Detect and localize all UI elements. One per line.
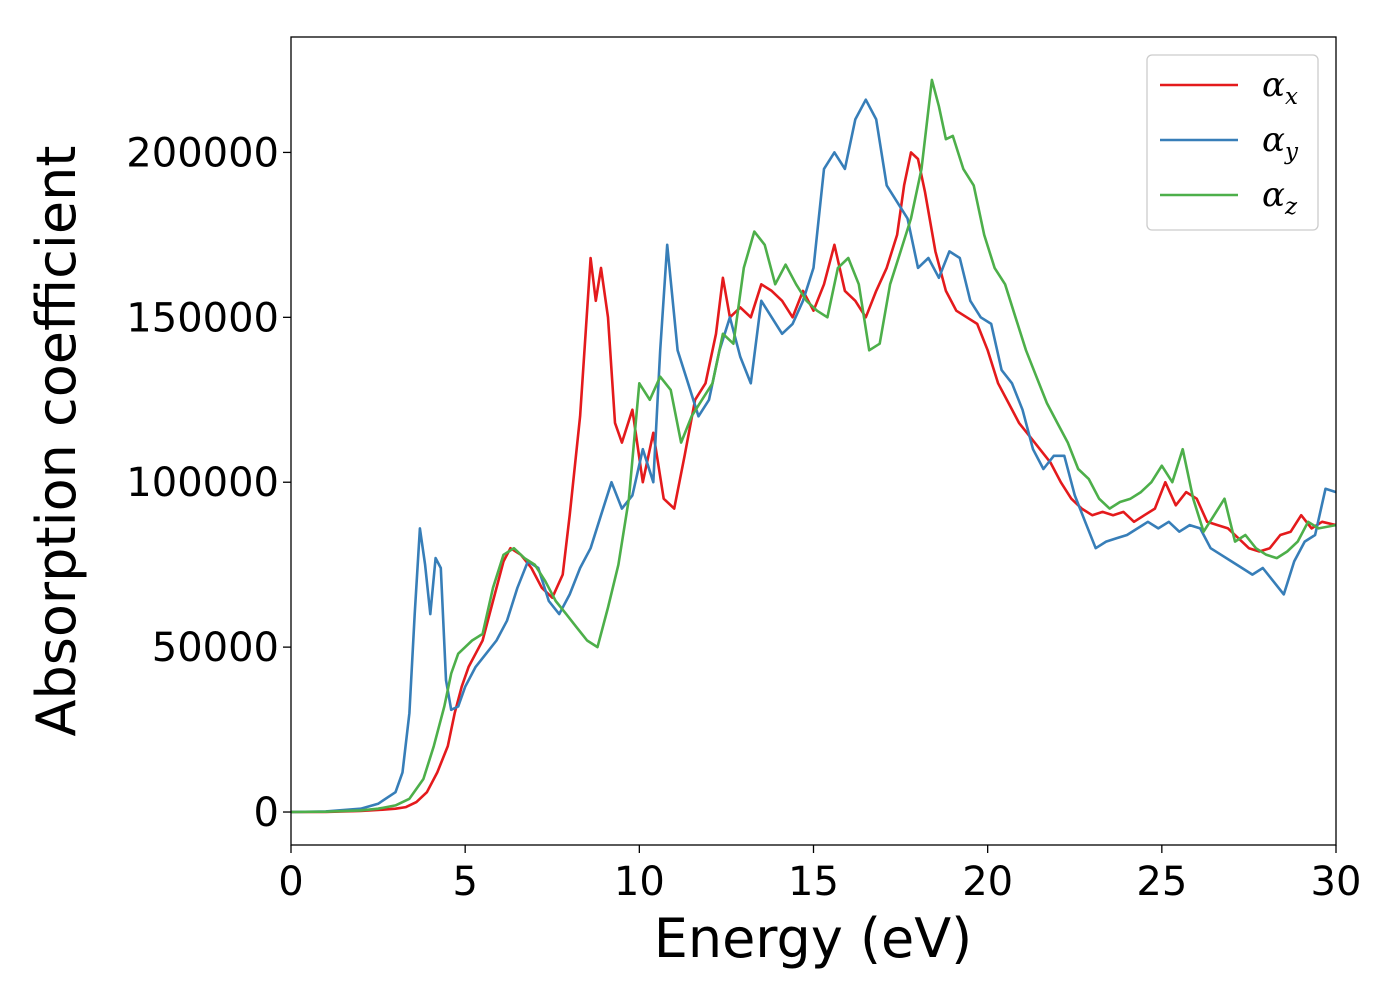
- x-tick-label: 5: [452, 859, 477, 905]
- x-tick-label: 30: [1311, 859, 1362, 905]
- legend: αx αy αz: [1146, 54, 1319, 231]
- x-tick-label: 10: [614, 859, 665, 905]
- x-tick-label: 20: [962, 859, 1013, 905]
- legend-label-z: αz: [1262, 175, 1298, 220]
- y-axis-ticks: 0 50000 100000 150000 200000: [126, 130, 291, 836]
- y-tick-label: 50000: [152, 625, 279, 671]
- legend-label-x: αx: [1262, 65, 1298, 110]
- y-tick-label: 0: [254, 790, 279, 836]
- y-tick-label: 200000: [126, 130, 279, 176]
- y-tick-label: 100000: [126, 460, 279, 506]
- series-layer: [291, 78, 1336, 814]
- x-tick-label: 15: [788, 859, 839, 905]
- legend-box: [1146, 54, 1319, 231]
- legend-label-y: αy: [1262, 120, 1299, 165]
- legend-entries: αx αy αz: [1160, 65, 1299, 220]
- y-tick-label: 150000: [126, 295, 279, 341]
- y-axis-label: Absorption coefficient: [25, 146, 88, 737]
- x-tick-label: 0: [278, 859, 303, 905]
- series-line-z: [291, 78, 1336, 814]
- series-line-x: [291, 151, 1336, 814]
- x-axis-ticks: 0 5 10 15 20 25 30: [278, 845, 1361, 905]
- series-line-y: [291, 98, 1336, 814]
- x-axis-label: Energy (eV): [654, 907, 973, 970]
- x-tick-label: 25: [1136, 859, 1187, 905]
